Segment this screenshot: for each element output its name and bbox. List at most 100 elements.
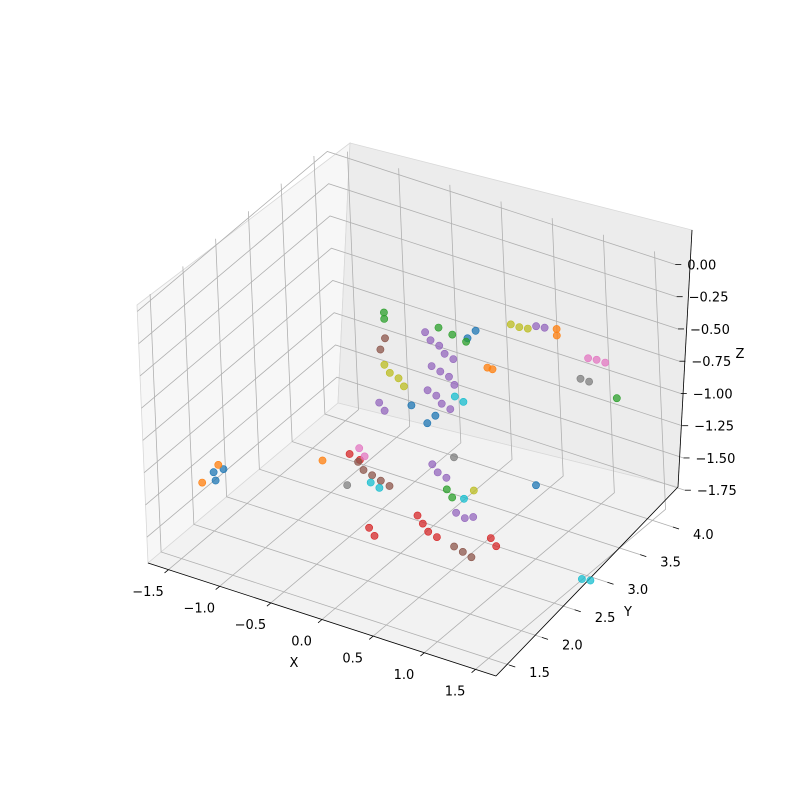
data-point	[435, 341, 444, 350]
z-tick-label: −0.50	[690, 323, 730, 338]
y-tick-label: 3.0	[627, 583, 648, 598]
x-tick-mark	[471, 669, 476, 673]
data-point	[433, 468, 442, 477]
data-point	[380, 360, 389, 369]
data-points	[198, 308, 621, 585]
data-point	[552, 325, 561, 333]
data-point	[532, 481, 540, 490]
y-grid-line	[182, 266, 542, 638]
data-point	[394, 374, 403, 383]
x-tick-mark	[368, 635, 374, 640]
data-point	[445, 372, 453, 381]
y-tick-mark	[607, 581, 614, 585]
y-tick-mark	[508, 664, 516, 668]
data-point	[355, 444, 364, 453]
data-point	[343, 481, 352, 489]
data-point	[442, 473, 451, 482]
z-grid-line	[137, 151, 676, 312]
data-point	[601, 358, 610, 367]
data-point	[318, 456, 327, 465]
x-grid-line	[168, 151, 359, 570]
data-point	[584, 354, 592, 363]
data-point	[380, 314, 389, 323]
x-grid-line	[270, 184, 462, 604]
data-point	[462, 337, 470, 346]
y-grid-line	[149, 293, 510, 666]
data-point	[427, 362, 436, 370]
x-grid-line	[475, 251, 666, 670]
x-tick-label: 0.5	[342, 651, 363, 666]
y-grid-line	[313, 156, 674, 528]
z-grid-line	[146, 376, 686, 538]
axes-panes	[136, 142, 693, 677]
data-point	[450, 380, 459, 389]
data-point	[586, 576, 595, 585]
grid-lines	[137, 151, 686, 670]
z-grid-line	[143, 312, 683, 474]
x-tick-label: −1.5	[132, 585, 164, 600]
data-point	[437, 399, 446, 408]
data-point	[380, 406, 389, 415]
data-point	[376, 345, 385, 354]
x-tick-mark	[266, 602, 272, 607]
data-point	[460, 494, 468, 503]
data-point	[375, 398, 384, 407]
x-tick-mark	[420, 652, 425, 657]
data-point	[488, 365, 497, 374]
data-point	[368, 471, 376, 480]
data-point	[532, 322, 540, 331]
data-point	[506, 320, 515, 329]
data-point	[366, 478, 375, 487]
data-point	[585, 377, 593, 386]
z-tick-label: 0.00	[687, 258, 716, 273]
data-point	[209, 468, 218, 477]
data-point	[467, 553, 476, 562]
x-tick-label: 1.0	[394, 668, 415, 683]
x-tick-label: −0.5	[235, 618, 267, 633]
z-grid-line	[142, 280, 681, 441]
z-axis-line	[677, 229, 693, 488]
data-point	[354, 457, 362, 466]
z-tick-label: −0.25	[689, 291, 729, 306]
data-point	[431, 411, 440, 420]
x-axis-label: X	[290, 656, 299, 671]
data-point	[578, 575, 586, 583]
x-grid-line	[219, 168, 411, 587]
data-point	[360, 452, 369, 461]
z-axis-label: Z	[736, 347, 745, 362]
data-point	[423, 419, 432, 428]
y-tick-mark	[672, 526, 680, 530]
data-point	[219, 465, 228, 473]
data-point	[469, 486, 478, 495]
data-point	[359, 466, 368, 474]
data-point	[399, 382, 408, 391]
data-point	[426, 336, 435, 345]
data-point	[471, 326, 480, 335]
data-point	[460, 514, 469, 522]
x-grid-line	[424, 234, 615, 654]
data-point	[385, 482, 394, 490]
data-point	[381, 334, 389, 343]
x-grid-line	[372, 218, 564, 637]
y-grid-line	[247, 211, 608, 583]
y-grid-line	[280, 183, 641, 556]
y-tick-label: 2.5	[595, 611, 616, 626]
data-point	[432, 391, 441, 400]
data-point	[450, 453, 458, 462]
data-point	[370, 532, 379, 540]
data-point	[592, 355, 601, 364]
x-tick-label: 0.0	[291, 635, 312, 650]
data-point	[459, 397, 468, 406]
data-point	[214, 460, 223, 469]
data-point	[385, 368, 394, 377]
z-tick-label: −1.00	[693, 387, 733, 402]
data-point	[421, 328, 429, 337]
data-point	[423, 386, 432, 395]
data-point	[492, 542, 501, 551]
y-grid-line	[215, 238, 575, 611]
data-point	[450, 392, 459, 401]
data-point	[428, 460, 437, 469]
tick-labels: −1.5 −1.0 −0.5 0.0 0.5 1.0 1.5 1.5 2.0 2.5 3.0 3.5 4…	[132, 258, 736, 699]
data-point	[413, 511, 422, 520]
y-tick-label: 2.0	[562, 638, 583, 653]
